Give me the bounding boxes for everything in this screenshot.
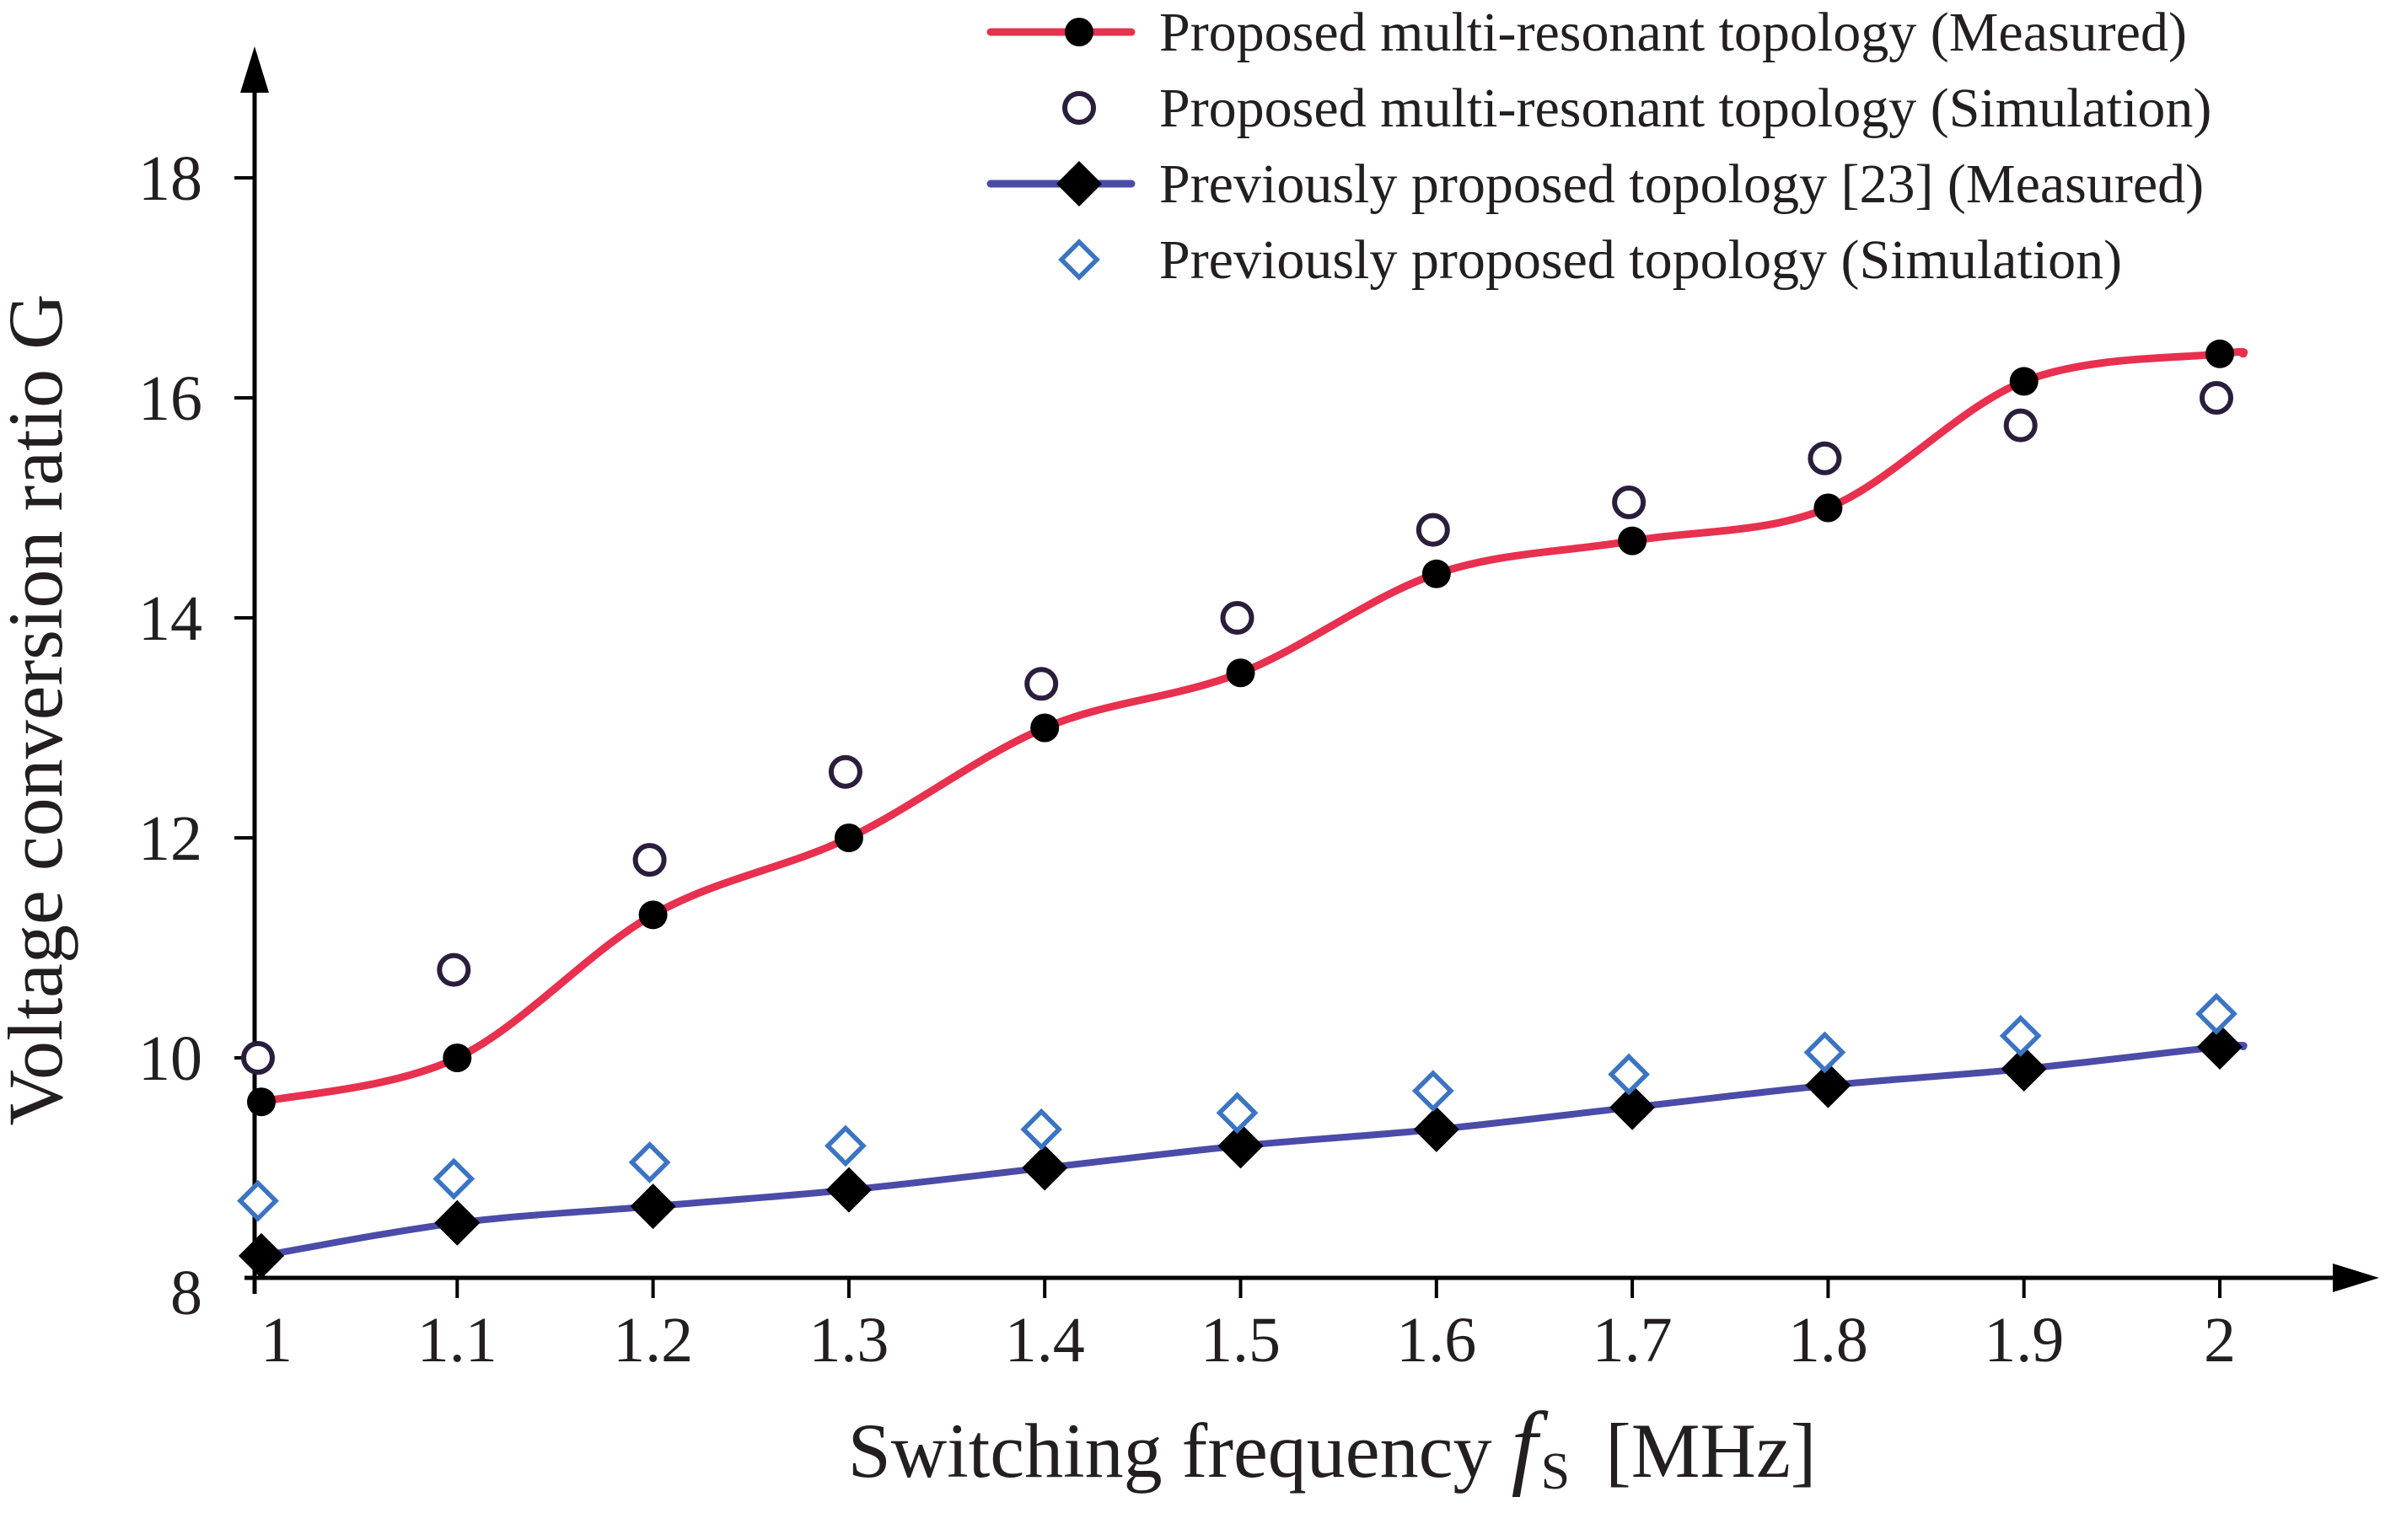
data-point bbox=[1608, 1053, 1650, 1096]
y-tick-label: 10 bbox=[138, 1023, 202, 1094]
x-tick-label: 1.1 bbox=[417, 1305, 497, 1376]
x-axis-title: Switching frequency fS [MHz] bbox=[848, 1393, 1817, 1500]
data-point bbox=[1216, 1092, 1259, 1135]
legend-label: Previously proposed topology [23] (Measu… bbox=[1159, 153, 2204, 215]
data-point bbox=[1612, 485, 1647, 519]
data-point bbox=[437, 952, 471, 987]
legend-item: Previously proposed topology [23] (Measu… bbox=[986, 153, 2204, 215]
data-point bbox=[1022, 1145, 1068, 1191]
data-point bbox=[1226, 658, 1255, 688]
data-point bbox=[2200, 381, 2233, 415]
x-axis-title-subscript: S bbox=[1541, 1443, 1570, 1500]
x-tick-label: 1.8 bbox=[1788, 1305, 1868, 1376]
legend-item: Previously proposed topology (Simulation… bbox=[1058, 229, 2122, 291]
x-tick-label: 1.7 bbox=[1593, 1305, 1673, 1376]
data-point bbox=[1030, 713, 1060, 743]
x-tick-label: 1.3 bbox=[809, 1305, 889, 1376]
data-point bbox=[432, 1157, 475, 1200]
data-point bbox=[1411, 1070, 1454, 1113]
x-tick-label: 1.4 bbox=[1005, 1305, 1085, 1376]
y-tick-label: 14 bbox=[138, 583, 202, 654]
legend-label: Previously proposed topology (Simulation… bbox=[1159, 229, 2122, 291]
data-point bbox=[1416, 512, 1450, 547]
data-point bbox=[434, 1199, 481, 1246]
data-point bbox=[1217, 1123, 1264, 1169]
data-point bbox=[1024, 667, 1059, 701]
data-point bbox=[2195, 992, 2238, 1035]
y-tick-label: 8 bbox=[170, 1258, 202, 1328]
legend-item: Proposed multi-resonant topology (Simula… bbox=[1062, 78, 2211, 139]
data-point bbox=[825, 1124, 867, 1167]
data-point bbox=[630, 1183, 676, 1230]
y-tick-label: 16 bbox=[138, 363, 202, 434]
data-point bbox=[1805, 1062, 1851, 1108]
data-point bbox=[638, 900, 668, 930]
data-point bbox=[1803, 1031, 1846, 1074]
data-point bbox=[239, 1232, 284, 1279]
data-point bbox=[632, 843, 667, 877]
legend-marker bbox=[1056, 161, 1102, 207]
data-point bbox=[2001, 1046, 2047, 1092]
legend-marker bbox=[1058, 239, 1100, 281]
y-axis-title: Voltage conversion ratio G bbox=[0, 293, 78, 1125]
axis-labels: 1 1.1 1.2 1.3 1.4 1.5 1.6 1.7 1.8 1.9 2 8 10 12 14 16 18… bbox=[0, 143, 2236, 1500]
data-point bbox=[1999, 1015, 2042, 1057]
data-point bbox=[1813, 493, 1843, 523]
data-point bbox=[1618, 526, 1647, 555]
x-tick-label: 1.5 bbox=[1201, 1305, 1281, 1376]
data-point bbox=[443, 1044, 472, 1072]
x-tick-label: 1.6 bbox=[1396, 1305, 1476, 1376]
series-line-0 bbox=[257, 347, 2248, 1106]
y-tick-label: 18 bbox=[138, 143, 202, 214]
data-point bbox=[828, 754, 862, 789]
legend-label: Proposed multi-resonant topology (Simula… bbox=[1159, 78, 2211, 139]
data-point bbox=[2205, 339, 2234, 368]
x-axis-title-text: Switching frequency bbox=[848, 1408, 1512, 1494]
series-lines bbox=[257, 347, 2248, 1259]
data-point bbox=[1808, 441, 1842, 475]
legend: Proposed multi-resonant topology (Measur… bbox=[986, 2, 2211, 291]
x-tick-label: 1.2 bbox=[613, 1305, 693, 1376]
y-axis-arrow bbox=[240, 46, 269, 93]
data-point bbox=[1020, 1108, 1063, 1151]
data-point bbox=[1413, 1106, 1459, 1152]
x-tick-label: 1 bbox=[261, 1305, 293, 1376]
data-point bbox=[2197, 1023, 2243, 1070]
series-line-2 bbox=[258, 1042, 2248, 1259]
data-point bbox=[237, 1179, 279, 1222]
x-axis-title-unit: [MHz] bbox=[1605, 1408, 1816, 1494]
data-point bbox=[1220, 601, 1254, 635]
data-point bbox=[247, 1087, 276, 1117]
data-point bbox=[825, 1167, 872, 1213]
x-tick-label: 2 bbox=[2204, 1305, 2236, 1376]
data-point bbox=[1609, 1084, 1656, 1130]
legend-label: Proposed multi-resonant topology (Measur… bbox=[1159, 2, 2187, 63]
data-point bbox=[1421, 559, 1451, 588]
data-point bbox=[241, 1041, 275, 1075]
data-point bbox=[2009, 367, 2039, 396]
x-tick-label: 1.9 bbox=[1984, 1305, 2064, 1376]
legend-marker bbox=[1062, 91, 1096, 125]
data-point bbox=[2003, 408, 2038, 443]
data-point bbox=[628, 1141, 671, 1183]
x-axis-arrow bbox=[2333, 1264, 2379, 1292]
legend-marker bbox=[1065, 18, 1093, 46]
legend-item: Proposed multi-resonant topology (Measur… bbox=[986, 2, 2187, 63]
y-tick-label: 12 bbox=[138, 803, 202, 874]
series-markers bbox=[237, 339, 2243, 1279]
data-point bbox=[834, 824, 863, 852]
